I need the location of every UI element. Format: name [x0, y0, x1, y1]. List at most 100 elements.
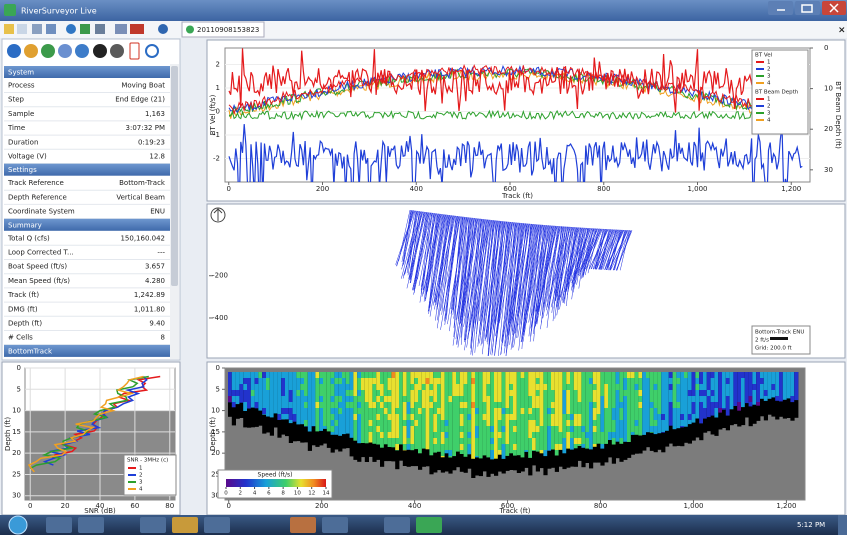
velocity-cell	[600, 438, 605, 444]
velocity-cell	[699, 396, 704, 402]
velocity-cell	[535, 372, 540, 378]
velocity-cell	[372, 432, 377, 438]
units-button[interactable]	[130, 24, 144, 34]
velocity-cell	[554, 390, 559, 396]
taskbar-app[interactable]	[416, 517, 442, 533]
velocity-cell	[482, 408, 487, 414]
velocity-cell	[535, 396, 540, 402]
show-desktop-button[interactable]	[838, 515, 847, 535]
velocity-cell	[391, 426, 396, 432]
velocity-cell	[513, 384, 518, 390]
velocity-cell	[691, 396, 696, 402]
file-tab[interactable]	[181, 21, 265, 38]
velocity-vector	[422, 212, 432, 291]
globe-icon[interactable]	[75, 44, 89, 58]
row-value: 4.280	[145, 277, 165, 285]
velocity-cell	[718, 372, 723, 378]
taskbar-app[interactable]	[172, 517, 198, 533]
velocity-cell	[482, 384, 487, 390]
velocity-cell	[315, 420, 320, 426]
colorbar-title: Speed (ft/s)	[258, 472, 293, 479]
compass-button[interactable]	[115, 24, 127, 34]
velocity-cell	[539, 444, 544, 450]
gps-button[interactable]	[80, 24, 90, 34]
velocity-vector	[561, 227, 578, 301]
velocity-cell	[501, 444, 506, 450]
velocity-cell	[505, 414, 510, 420]
save-button[interactable]	[17, 24, 27, 34]
velocity-cell	[573, 390, 578, 396]
velocity-cell	[509, 438, 514, 444]
velocity-cell	[326, 390, 331, 396]
battery-icon[interactable]	[129, 42, 140, 60]
velocity-cell	[558, 402, 563, 408]
velocity-cell	[657, 390, 662, 396]
start-button[interactable]	[8, 515, 28, 535]
velocity-cell	[296, 378, 301, 384]
settings-button[interactable]	[46, 24, 56, 34]
velocity-cell	[604, 390, 609, 396]
velocity-cell	[277, 378, 282, 384]
bluetooth-icon[interactable]	[7, 44, 21, 58]
velocity-vector	[514, 223, 533, 334]
tab-label[interactable]: 20110908153823	[197, 26, 259, 34]
refresh-icon[interactable]	[145, 44, 159, 58]
velocity-vector	[527, 225, 548, 311]
x-tick-label: 80	[165, 502, 174, 510]
taskbar-app[interactable]	[46, 517, 72, 533]
velocity-cell	[539, 384, 544, 390]
vtg-icon[interactable]	[58, 44, 72, 58]
velocity-cell	[589, 420, 594, 426]
velocity-cell	[676, 414, 681, 420]
velocity-cell	[596, 396, 601, 402]
velocity-cell	[228, 372, 233, 378]
velocity-cell	[444, 402, 449, 408]
velocity-cell	[376, 378, 381, 384]
gps-icon[interactable]	[24, 44, 38, 58]
velocity-cell	[395, 384, 400, 390]
taskbar-app[interactable]	[290, 517, 316, 533]
velocity-cell	[285, 396, 290, 402]
velocity-cell	[364, 438, 369, 444]
tools-button[interactable]	[32, 24, 42, 34]
y-tick-label: 15	[12, 428, 21, 436]
taskbar-app[interactable]	[204, 517, 230, 533]
velocity-cell	[668, 402, 673, 408]
compass-icon[interactable]	[110, 44, 124, 58]
close-tab-button[interactable]: ×	[838, 26, 846, 36]
taskbar-app[interactable]	[140, 517, 166, 533]
velocity-cell	[516, 414, 521, 420]
connect-button[interactable]	[66, 24, 76, 34]
velocity-vector	[495, 221, 511, 325]
velocity-cell	[281, 390, 286, 396]
legend-title: BT Beam Depth	[755, 90, 799, 96]
open-button[interactable]	[4, 24, 14, 34]
velocity-cell	[349, 402, 354, 408]
help-button[interactable]	[158, 24, 168, 34]
velocity-cell	[642, 390, 647, 396]
velocity-cell	[459, 384, 464, 390]
velocity-cell	[323, 378, 328, 384]
velocity-cell	[547, 450, 552, 451]
row-label: Track (ft)	[7, 291, 39, 299]
maximize-button[interactable]	[795, 1, 820, 15]
velocity-cell	[433, 390, 438, 396]
taskbar-app[interactable]	[78, 517, 104, 533]
scrollbar-thumb[interactable]	[171, 66, 178, 286]
rtk-icon[interactable]	[41, 44, 55, 58]
velocity-vector	[530, 225, 548, 329]
taskbar-app[interactable]	[384, 517, 410, 533]
velocity-vector	[598, 229, 615, 270]
velocity-cell	[627, 420, 632, 426]
velocity-cell	[243, 372, 248, 378]
velocity-cell	[250, 378, 255, 384]
velocity-vector	[471, 219, 489, 342]
velocity-cell	[421, 378, 426, 384]
sensor-icon[interactable]	[93, 44, 107, 58]
minimize-button[interactable]	[768, 1, 793, 15]
velocity-cell	[543, 438, 548, 444]
velocity-cell	[459, 420, 464, 426]
velocity-cell	[634, 384, 639, 390]
taskbar-app[interactable]	[322, 517, 348, 533]
view-button[interactable]	[95, 24, 105, 34]
